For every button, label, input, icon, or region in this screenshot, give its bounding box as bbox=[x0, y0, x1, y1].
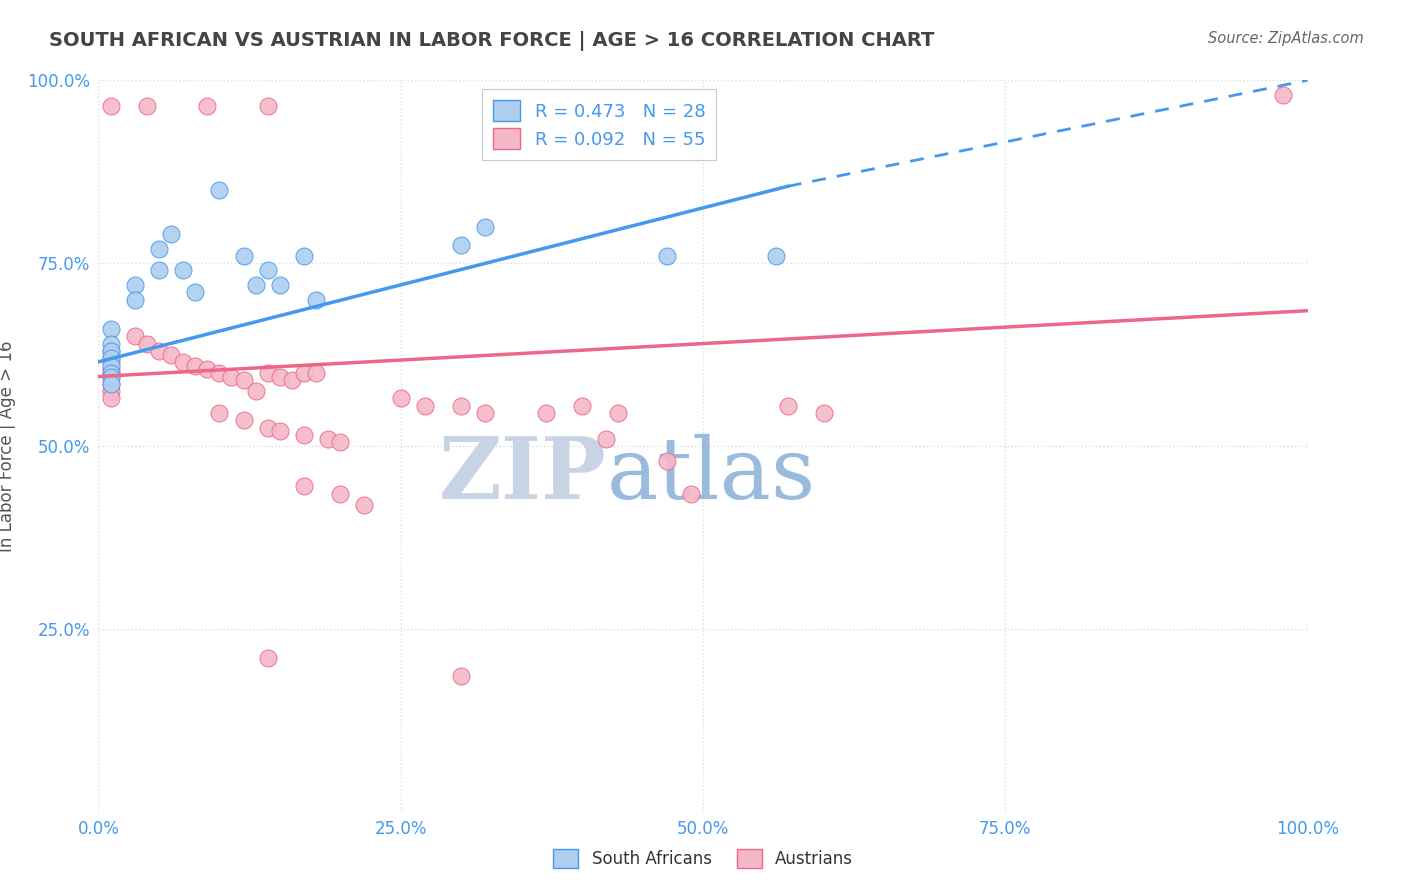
Point bbox=[195, 99, 218, 113]
Point bbox=[256, 263, 278, 277]
Point bbox=[353, 498, 375, 512]
Point bbox=[329, 486, 352, 500]
Point bbox=[208, 183, 231, 197]
Point bbox=[100, 322, 122, 336]
Point bbox=[305, 366, 328, 380]
Point bbox=[571, 399, 593, 413]
Point bbox=[100, 369, 122, 384]
Point bbox=[208, 366, 231, 380]
Point bbox=[292, 479, 315, 493]
Point bbox=[292, 249, 315, 263]
Point bbox=[160, 227, 183, 241]
Point bbox=[245, 278, 267, 293]
Point bbox=[655, 249, 678, 263]
Point bbox=[172, 355, 194, 369]
Point bbox=[100, 362, 122, 376]
Point bbox=[160, 347, 183, 362]
Point bbox=[100, 351, 122, 366]
Point bbox=[256, 421, 278, 435]
Point bbox=[100, 392, 122, 406]
Point bbox=[148, 263, 170, 277]
Y-axis label: In Labor Force | Age > 16: In Labor Force | Age > 16 bbox=[0, 340, 15, 552]
Point bbox=[776, 399, 799, 413]
Point bbox=[316, 432, 339, 446]
Point bbox=[450, 237, 472, 252]
Point bbox=[534, 406, 557, 420]
Point bbox=[269, 425, 291, 439]
Point bbox=[474, 406, 496, 420]
Point bbox=[655, 453, 678, 467]
Text: ZIP: ZIP bbox=[439, 434, 606, 517]
Point bbox=[765, 249, 787, 263]
Point bbox=[172, 263, 194, 277]
Point bbox=[148, 242, 170, 256]
Point bbox=[100, 376, 122, 391]
Point bbox=[1272, 87, 1295, 102]
Point bbox=[607, 406, 630, 420]
Point bbox=[389, 392, 412, 406]
Point bbox=[256, 99, 278, 113]
Point bbox=[100, 336, 122, 351]
Point bbox=[232, 373, 254, 387]
Point bbox=[329, 435, 352, 450]
Point bbox=[232, 249, 254, 263]
Point bbox=[813, 406, 835, 420]
Point bbox=[100, 343, 122, 358]
Point bbox=[305, 293, 328, 307]
Point bbox=[292, 428, 315, 442]
Point bbox=[413, 399, 436, 413]
Point bbox=[100, 343, 122, 358]
Legend: R = 0.473   N = 28, R = 0.092   N = 55: R = 0.473 N = 28, R = 0.092 N = 55 bbox=[482, 89, 716, 160]
Point bbox=[256, 651, 278, 665]
Point bbox=[195, 362, 218, 376]
Point bbox=[148, 343, 170, 358]
Text: SOUTH AFRICAN VS AUSTRIAN IN LABOR FORCE | AGE > 16 CORRELATION CHART: SOUTH AFRICAN VS AUSTRIAN IN LABOR FORCE… bbox=[49, 31, 935, 51]
Point bbox=[281, 373, 304, 387]
Point bbox=[135, 336, 157, 351]
Point bbox=[100, 351, 122, 366]
Point bbox=[245, 384, 267, 399]
Point bbox=[100, 359, 122, 373]
Point bbox=[100, 366, 122, 380]
Text: atlas: atlas bbox=[606, 434, 815, 516]
Point bbox=[184, 359, 207, 373]
Point bbox=[100, 376, 122, 391]
Point bbox=[100, 369, 122, 384]
Text: Source: ZipAtlas.com: Source: ZipAtlas.com bbox=[1208, 31, 1364, 46]
Point bbox=[269, 369, 291, 384]
Point bbox=[135, 99, 157, 113]
Legend: South Africans, Austrians: South Africans, Austrians bbox=[547, 842, 859, 875]
Point bbox=[474, 219, 496, 234]
Point bbox=[450, 399, 472, 413]
Point bbox=[184, 285, 207, 300]
Point bbox=[124, 278, 146, 293]
Point bbox=[124, 293, 146, 307]
Point bbox=[100, 384, 122, 399]
Point bbox=[595, 432, 617, 446]
Point bbox=[256, 366, 278, 380]
Point bbox=[208, 406, 231, 420]
Point bbox=[450, 669, 472, 683]
Point bbox=[292, 366, 315, 380]
Point bbox=[100, 366, 122, 380]
Point bbox=[232, 413, 254, 427]
Point bbox=[100, 355, 122, 369]
Point bbox=[679, 486, 702, 500]
Point bbox=[100, 99, 122, 113]
Point bbox=[221, 369, 243, 384]
Point bbox=[124, 329, 146, 343]
Point bbox=[269, 278, 291, 293]
